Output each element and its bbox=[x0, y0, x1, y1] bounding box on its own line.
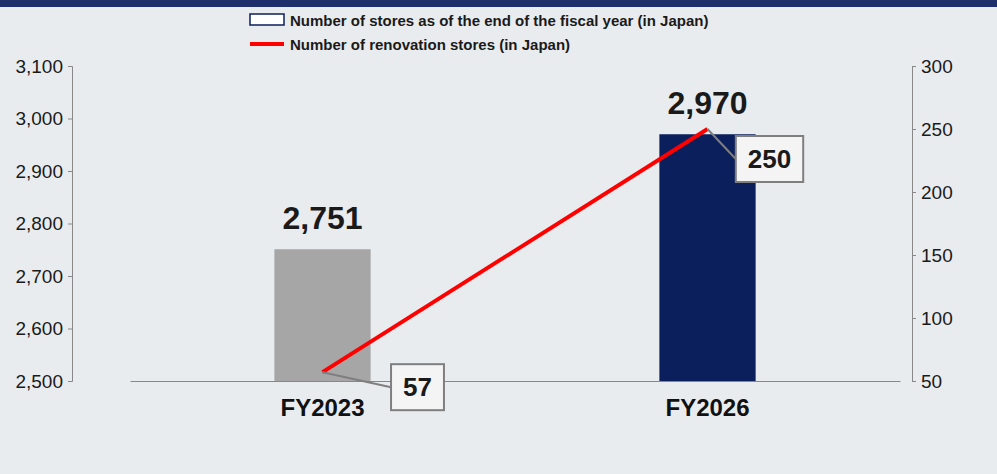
tick-label: 50 bbox=[921, 371, 942, 392]
axis-line bbox=[913, 67, 917, 382]
callout-box bbox=[391, 364, 444, 410]
tick: 2,600 bbox=[15, 318, 72, 339]
tick-mark bbox=[68, 276, 72, 277]
tick-label: 3,100 bbox=[15, 56, 63, 77]
tick: 3,000 bbox=[15, 108, 72, 129]
leader-line bbox=[323, 372, 392, 387]
tick-label: 2,700 bbox=[15, 266, 63, 287]
tick: 50 bbox=[912, 371, 942, 392]
tick-mark bbox=[68, 381, 72, 382]
bar bbox=[274, 249, 370, 381]
tick-mark bbox=[68, 66, 72, 67]
tick-label: FY2023 bbox=[280, 394, 364, 421]
axis-line bbox=[68, 67, 73, 382]
tick: 2,800 bbox=[15, 213, 72, 234]
tick-label: 150 bbox=[921, 245, 953, 266]
tick-label: 2,600 bbox=[15, 318, 63, 339]
tick-mark bbox=[912, 255, 916, 256]
tick-mark bbox=[912, 318, 916, 319]
tick-label: FY2026 bbox=[665, 394, 749, 421]
tick-label: 100 bbox=[921, 308, 953, 329]
tick: FY2023 bbox=[280, 381, 364, 421]
tick: 250 bbox=[912, 119, 953, 140]
callout: 250 bbox=[708, 129, 804, 182]
tick-mark bbox=[68, 171, 72, 172]
tick-mark bbox=[68, 119, 72, 120]
data-label: 250 bbox=[748, 144, 791, 174]
data-label: 57 bbox=[403, 372, 432, 402]
tick: 150 bbox=[912, 245, 953, 266]
tick-mark bbox=[68, 224, 72, 225]
tick-label: 2,900 bbox=[15, 161, 63, 182]
tick-mark bbox=[912, 66, 916, 67]
tick-mark bbox=[912, 129, 916, 130]
x-axis: FY2023 FY2026 bbox=[131, 381, 901, 421]
callout-box bbox=[736, 136, 803, 182]
background bbox=[0, 0, 997, 474]
callout: 57 bbox=[323, 364, 444, 410]
legend-label: Number of stores as of the end of the fi… bbox=[290, 12, 708, 29]
tick: 2,900 bbox=[15, 161, 72, 182]
tick: 2,500 bbox=[15, 371, 72, 392]
tick: 200 bbox=[912, 182, 953, 203]
tick-mark bbox=[912, 192, 916, 193]
tick-label: 300 bbox=[921, 56, 953, 77]
tick-label: 3,000 bbox=[15, 108, 63, 129]
labels: 2,751 2,970 57 250 bbox=[282, 85, 803, 410]
tick-mark bbox=[912, 381, 916, 382]
marks bbox=[274, 129, 755, 381]
legend-label: Number of renovation stores (in Japan) bbox=[290, 36, 570, 53]
tick-label: 200 bbox=[921, 182, 953, 203]
tick: FY2026 bbox=[665, 381, 749, 421]
top-band bbox=[0, 0, 997, 7]
y2-axis: 50 100 150 200 250 300 bbox=[912, 56, 953, 392]
legend-swatch bbox=[250, 42, 284, 46]
axis-line bbox=[131, 381, 901, 382]
legend: Number of stores as of the end of the fi… bbox=[250, 12, 708, 53]
legend-swatch bbox=[250, 14, 284, 25]
data-label: 2,751 bbox=[282, 200, 362, 236]
tick: 3,100 bbox=[15, 56, 72, 77]
leader-line bbox=[708, 129, 736, 159]
chart: 2,500 2,600 2,700 2,800 2,900 3,000 3,100 50 100… bbox=[0, 0, 997, 474]
y-axis: 2,500 2,600 2,700 2,800 2,900 3,000 3,100 bbox=[15, 56, 72, 392]
tick: 100 bbox=[912, 308, 953, 329]
tick-mark bbox=[68, 329, 72, 330]
tick: 2,700 bbox=[15, 266, 72, 287]
tick-label: 2,500 bbox=[15, 371, 63, 392]
tick: 300 bbox=[912, 56, 953, 77]
tick-label: 2,800 bbox=[15, 213, 63, 234]
line bbox=[323, 129, 708, 372]
data-label: 2,970 bbox=[667, 85, 747, 121]
tick-label: 250 bbox=[921, 119, 953, 140]
